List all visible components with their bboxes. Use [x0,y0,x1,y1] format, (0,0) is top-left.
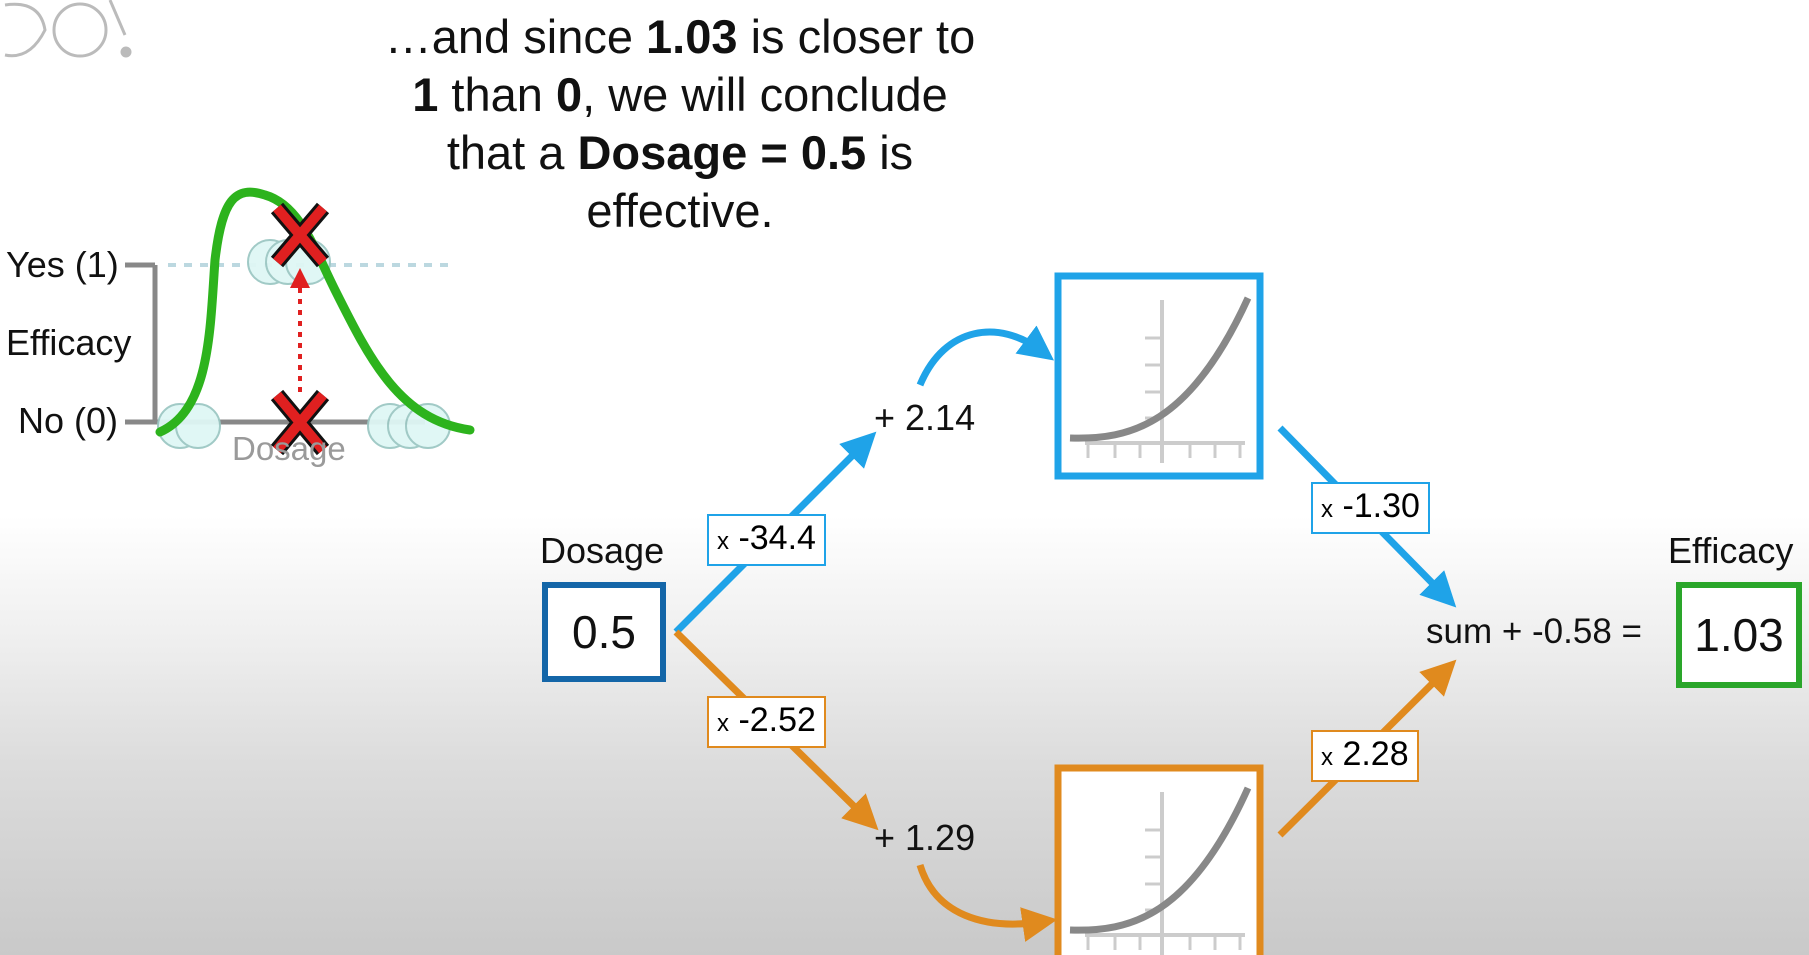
input-value-box: 0.5 [542,582,666,682]
inset-x-marker-bottom [270,389,330,456]
bottom-bias-label: + 1.29 [874,817,976,858]
output-value-box: 1.03 [1676,582,1802,688]
edge-bottom-bias-to-node [916,863,1058,942]
inset-dosage-label: Dosage [232,430,346,467]
top-activation-node [1054,272,1264,480]
top-bias-label: + 2.14 [874,397,976,438]
caption-text: …and since 1.03 is closer to 1 than 0, w… [384,10,976,237]
bottom-activation-node [1054,764,1264,955]
bottom-output-weight: x 2.28 [1311,730,1419,782]
edge-top-bias-to-node [916,325,1055,387]
inset-no-label: No (0) [18,400,119,441]
output-label: Efficacy [1668,530,1794,571]
top-input-weight: x -34.4 [707,514,826,566]
logo-fragment [4,0,132,58]
inset-green-curve [155,187,475,437]
sum-label: sum + -0.58 = [1426,612,1642,651]
input-label: Dosage [540,530,665,571]
top-output-weight: x -1.30 [1311,482,1430,534]
bottom-input-weight: x -2.52 [707,696,826,748]
inset-yes-label: Yes (1) [6,244,119,285]
inset-x-marker-top [270,202,330,268]
inset-efficacy-label: Efficacy [6,322,132,363]
